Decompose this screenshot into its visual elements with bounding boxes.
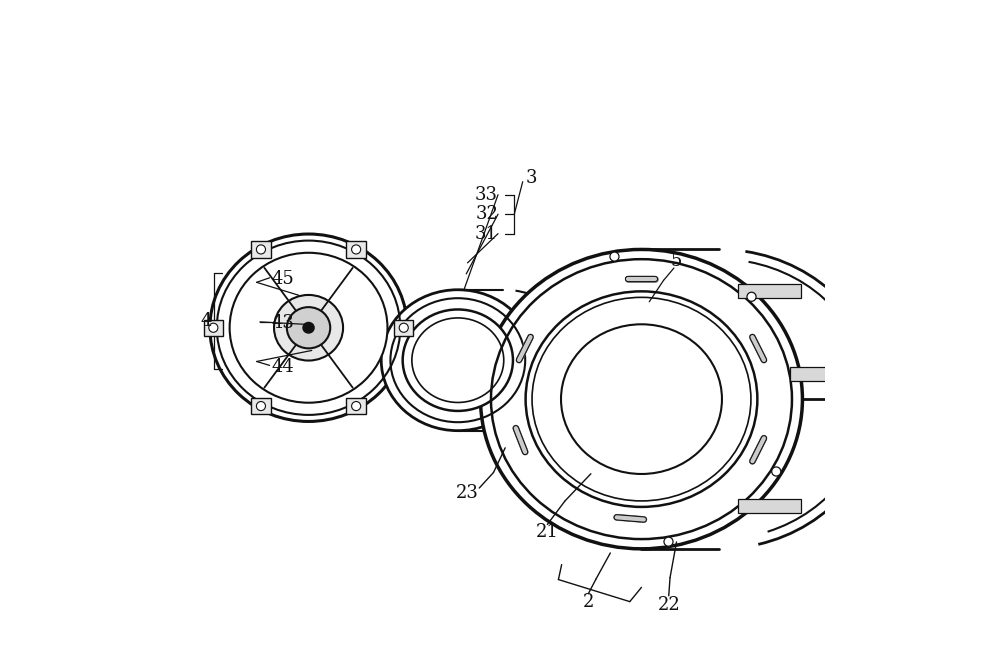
Text: 33: 33 — [475, 186, 498, 204]
FancyBboxPatch shape — [251, 241, 271, 258]
FancyBboxPatch shape — [738, 284, 801, 299]
FancyBboxPatch shape — [251, 398, 271, 414]
FancyBboxPatch shape — [204, 320, 223, 336]
Ellipse shape — [256, 245, 265, 254]
Ellipse shape — [610, 252, 619, 261]
Text: 32: 32 — [475, 205, 498, 223]
FancyBboxPatch shape — [346, 241, 366, 258]
Text: 4: 4 — [201, 312, 212, 330]
Ellipse shape — [303, 323, 314, 333]
FancyBboxPatch shape — [790, 367, 852, 382]
Text: 23: 23 — [456, 484, 479, 502]
Text: 45: 45 — [272, 270, 294, 288]
Ellipse shape — [209, 323, 218, 332]
Ellipse shape — [381, 289, 534, 431]
Text: 2: 2 — [583, 593, 594, 611]
Ellipse shape — [772, 467, 781, 476]
Text: 44: 44 — [272, 358, 294, 376]
Text: 3: 3 — [525, 169, 537, 188]
Text: 31: 31 — [475, 225, 498, 243]
Text: 5: 5 — [671, 252, 682, 270]
Ellipse shape — [561, 324, 722, 474]
FancyBboxPatch shape — [346, 398, 366, 414]
Ellipse shape — [287, 307, 330, 349]
Text: 21: 21 — [536, 523, 559, 541]
FancyBboxPatch shape — [738, 498, 801, 513]
Ellipse shape — [274, 295, 343, 361]
Ellipse shape — [352, 245, 361, 254]
Ellipse shape — [481, 249, 802, 549]
Ellipse shape — [210, 234, 407, 421]
Ellipse shape — [256, 402, 265, 411]
Ellipse shape — [230, 252, 387, 403]
Ellipse shape — [747, 292, 756, 301]
Ellipse shape — [352, 402, 361, 411]
Ellipse shape — [526, 291, 757, 507]
Text: 22: 22 — [657, 596, 680, 614]
Text: 43: 43 — [272, 314, 294, 332]
FancyBboxPatch shape — [394, 320, 413, 336]
Ellipse shape — [664, 537, 673, 546]
Ellipse shape — [403, 310, 513, 411]
Ellipse shape — [399, 323, 408, 332]
